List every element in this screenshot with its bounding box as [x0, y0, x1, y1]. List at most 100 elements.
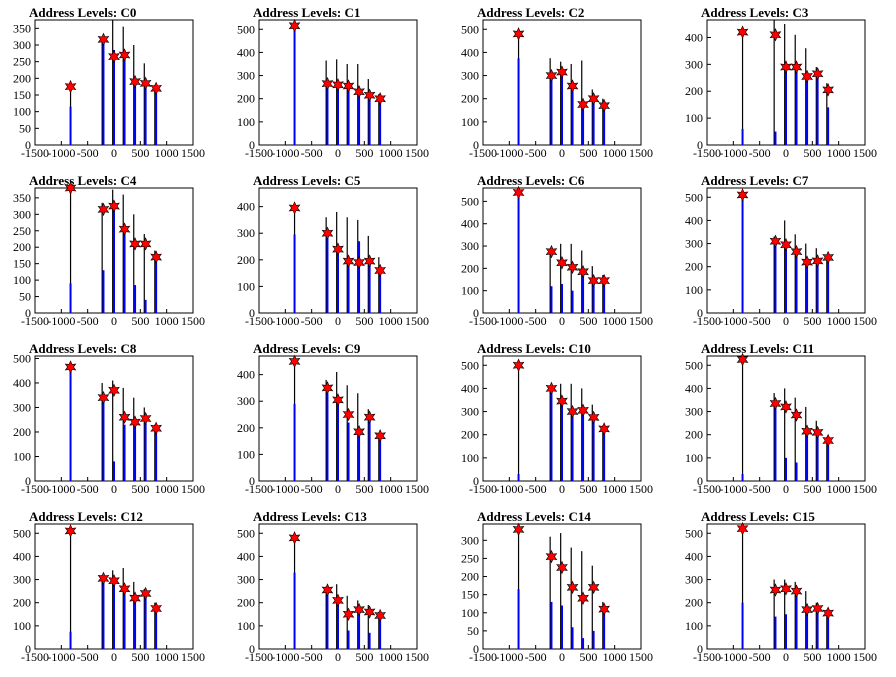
star-marker: [736, 352, 749, 367]
x-tick-label: 1000: [603, 482, 627, 496]
star-marker: [780, 60, 792, 74]
star-marker: [150, 250, 162, 264]
star-marker: [790, 408, 803, 422]
x-tick-label: 1000: [155, 650, 179, 664]
panel-title: Address Levels: C11: [701, 341, 814, 356]
panel-c13: Address Levels: C13 0 100 200 300 400 500 -1500…: [237, 509, 429, 664]
x-tick-label: 500: [355, 482, 373, 496]
x-tick-label: 1000: [603, 314, 627, 328]
x-tick-label: 0: [335, 482, 341, 496]
x-tick-label: 1000: [827, 314, 851, 328]
x-tick-label: 1000: [603, 650, 627, 664]
panel-title: Address Levels: C4: [29, 173, 137, 188]
y-tick-label: 0: [25, 474, 31, 488]
star-marker: [556, 560, 568, 575]
x-tick-label: 1500: [405, 650, 429, 664]
star-marker: [64, 524, 77, 538]
star-marker: [577, 591, 589, 606]
panel-c12: Address Levels: C12 0 100 200 300 400 500 -1500…: [13, 509, 205, 664]
x-tick-label: -1000: [719, 650, 747, 664]
y-tick-label: 350: [13, 191, 31, 205]
star-marker: [801, 424, 813, 438]
x-tick-label: 0: [335, 650, 341, 664]
panel-c0: Address Levels: C0 0 50 100 150 200 250 300 350 -…: [13, 5, 205, 160]
y-tick-label: 200: [685, 428, 703, 442]
x-tick-label: 1500: [181, 314, 205, 328]
star-marker: [332, 78, 344, 92]
y-tick-label: 200: [461, 261, 479, 275]
star-marker: [769, 234, 782, 248]
x-tick-label: -1000: [495, 146, 523, 160]
y-tick-label: 300: [461, 239, 479, 253]
star-marker: [139, 76, 152, 91]
y-tick-label: 500: [13, 351, 31, 365]
y-tick-label: 100: [461, 451, 479, 465]
star-marker: [822, 433, 834, 448]
x-tick-label: 1500: [629, 314, 653, 328]
star-marker: [790, 60, 803, 74]
panel-title: Address Levels: C8: [29, 341, 137, 356]
panel-c3: Address Levels: C3 0 100 200 300 400 -1500-100…: [685, 5, 877, 160]
star-marker: [108, 383, 120, 398]
star-marker: [108, 199, 120, 213]
y-tick-label: 100: [237, 115, 255, 129]
x-tick-label: -1500: [245, 482, 273, 496]
x-tick-label: 0: [335, 146, 341, 160]
star-marker: [363, 88, 376, 102]
x-tick-label: 0: [559, 314, 565, 328]
x-tick-label: -500: [525, 146, 547, 160]
y-tick-label: 300: [461, 69, 479, 83]
x-tick-label: 1000: [827, 146, 851, 160]
x-tick-label: 500: [803, 314, 821, 328]
x-tick-label: 500: [355, 146, 373, 160]
x-tick-label: -1500: [21, 650, 49, 664]
x-tick-label: -500: [525, 314, 547, 328]
x-tick-label: 1000: [379, 650, 403, 664]
y-tick-label: 200: [13, 425, 31, 439]
star-marker: [811, 254, 824, 268]
y-tick-label: 200: [685, 260, 703, 274]
x-tick-label: 1000: [155, 314, 179, 328]
y-tick-label: 200: [685, 84, 703, 98]
x-tick-label: 0: [559, 146, 565, 160]
x-tick-label: -500: [749, 314, 771, 328]
star-marker: [64, 360, 77, 374]
star-marker: [374, 91, 386, 106]
x-tick-label: -500: [77, 146, 99, 160]
panel-c1: Address Levels: C10100200300400500-1500-…: [237, 5, 429, 160]
x-tick-label: 500: [131, 146, 149, 160]
x-tick-label: 1500: [629, 650, 653, 664]
star-marker: [118, 582, 131, 596]
star-marker: [353, 425, 365, 439]
panel-c9: Address Levels: C9 0 100 200 300 400 -1500-100…: [237, 341, 429, 496]
star-marker: [512, 185, 525, 200]
x-tick-label: 1500: [405, 314, 429, 328]
y-tick-label: 300: [461, 533, 479, 547]
star-marker: [801, 255, 813, 269]
star-marker: [108, 573, 120, 588]
star-marker: [64, 79, 77, 94]
x-tick-label: 1000: [155, 482, 179, 496]
x-tick-label: -1500: [469, 650, 497, 664]
x-tick-label: 500: [803, 650, 821, 664]
star-marker: [108, 49, 120, 64]
x-tick-label: -1500: [693, 146, 721, 160]
x-tick-label: -1000: [495, 482, 523, 496]
y-tick-label: 400: [237, 200, 255, 214]
x-tick-label: -500: [77, 314, 99, 328]
star-marker: [780, 400, 792, 414]
x-tick-label: -1500: [469, 482, 497, 496]
panel-title: Address Levels: C9: [253, 341, 361, 356]
x-tick-label: -1000: [271, 146, 299, 160]
y-tick-label: 400: [685, 213, 703, 227]
star-marker: [342, 79, 355, 93]
x-tick-label: 1000: [379, 314, 403, 328]
y-tick-label: 200: [237, 596, 255, 610]
x-tick-label: 1000: [827, 650, 851, 664]
x-tick-label: -500: [77, 482, 99, 496]
star-marker: [566, 404, 579, 419]
y-tick-label: 50: [19, 121, 31, 135]
panel-title: Address Levels: C12: [29, 509, 143, 524]
star-marker: [64, 181, 77, 195]
y-tick-label: 350: [13, 21, 31, 35]
